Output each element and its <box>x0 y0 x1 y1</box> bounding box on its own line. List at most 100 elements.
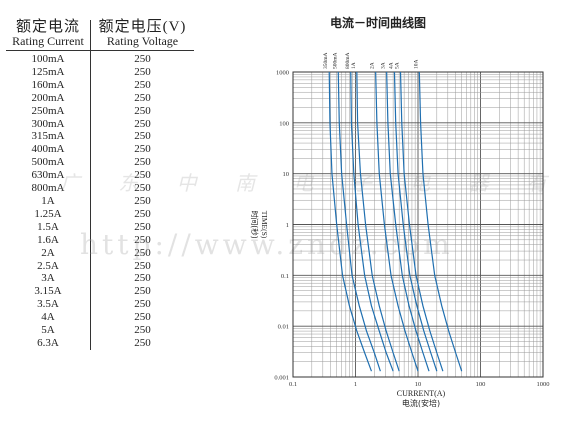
table-row: 200mA 250 <box>6 91 194 105</box>
y-tick-label: 0.01 <box>278 324 289 331</box>
table-row: 2A 250 <box>6 246 194 260</box>
header-current: 额定电流 Rating Current <box>6 19 92 51</box>
rating-voltage-cell: 250 <box>134 117 151 130</box>
rating-voltage-cell: 250 <box>134 104 151 117</box>
x-tick-label: 0.1 <box>289 381 297 388</box>
curve-series <box>356 71 400 372</box>
y-axis-label: TIME(S) <box>260 211 269 239</box>
rating-voltage-cell: 250 <box>134 182 151 195</box>
rating-current-cell: 2.5A <box>6 259 92 273</box>
rating-current-cell: 800mA <box>6 182 92 195</box>
table-row: 1.25A 250 <box>6 207 194 221</box>
curve-series <box>399 71 444 372</box>
rating-current-cell: 3.15A <box>6 285 92 299</box>
x-tick-label: 1000 <box>537 381 550 388</box>
series-label: 10A <box>413 60 419 70</box>
table-row: 315mA 250 <box>6 130 194 144</box>
y-tick-label: 10 <box>283 171 290 178</box>
rating-voltage-cell: 250 <box>134 169 151 182</box>
series-label: 350mA <box>323 52 329 69</box>
table-header-row: 额定电流 Rating Current 额定电压(V) Rating Volta… <box>6 20 194 51</box>
table-row: 160mA 250 <box>6 78 194 92</box>
header-current-zh: 额定电流 <box>16 19 81 35</box>
rating-voltage-cell: 250 <box>134 336 151 349</box>
rating-voltage-cell: 250 <box>134 156 151 169</box>
table-row: 1.6A 250 <box>6 233 194 247</box>
rating-voltage-cell: 250 <box>134 246 151 259</box>
rating-voltage-cell: 250 <box>134 324 151 337</box>
rating-current-cell: 300mA <box>6 117 92 131</box>
rating-current-cell: 1A <box>6 194 92 208</box>
rating-current-cell: 160mA <box>6 78 92 92</box>
rating-current-cell: 100mA <box>6 50 92 66</box>
table-row: 300mA 250 <box>6 117 194 131</box>
rating-current-cell: 3.5A <box>6 298 92 312</box>
table-row: 100mA 250 <box>6 50 194 66</box>
table-row: 4A 250 <box>6 311 194 325</box>
rating-table: 额定电流 Rating Current 额定电压(V) Rating Volta… <box>6 20 194 350</box>
x-axis-label-zh: 电流(安培) <box>402 398 440 408</box>
rating-voltage-cell: 250 <box>134 298 151 311</box>
table-row: 500mA 250 <box>6 156 194 170</box>
rating-voltage-cell: 250 <box>134 53 151 65</box>
table-row: 400mA 250 <box>6 143 194 157</box>
rating-voltage-cell: 250 <box>134 143 151 156</box>
rating-voltage-cell: 250 <box>134 78 151 91</box>
y-axis-label-zh: 时间(秒) <box>250 210 260 238</box>
curve-series <box>375 71 419 372</box>
table-row: 1.5A 250 <box>6 220 194 234</box>
rating-voltage-cell: 250 <box>134 207 151 220</box>
header-voltage: 额定电压(V) Rating Voltage <box>90 19 194 51</box>
curve-series <box>337 71 381 372</box>
rating-voltage-cell: 250 <box>134 91 151 104</box>
rating-voltage-cell: 250 <box>134 285 151 298</box>
rating-voltage-cell: 250 <box>134 65 151 78</box>
table-row: 6.3A 250 <box>6 336 194 350</box>
rating-current-cell: 5A <box>6 324 92 337</box>
series-label: 800mA <box>345 52 351 69</box>
plot-frame <box>292 71 544 378</box>
rating-current-cell: 1.25A <box>6 207 92 221</box>
curve-series <box>328 71 373 372</box>
curve-series <box>386 71 430 372</box>
rating-voltage-cell: 250 <box>134 220 151 233</box>
series-label: 2A <box>370 62 376 69</box>
table-row: 125mA 250 <box>6 65 194 79</box>
curve-series <box>393 71 438 372</box>
y-tick-label: 1 <box>286 222 289 229</box>
series-label: 3A <box>381 62 387 69</box>
rating-current-cell: 500mA <box>6 156 92 170</box>
table-row: 630mA 250 <box>6 169 194 183</box>
series-label: 500mA <box>332 52 338 69</box>
x-axis-label: CURRENT(A) <box>397 389 446 398</box>
header-current-en: Rating Current <box>12 34 84 48</box>
rating-voltage-cell: 250 <box>134 130 151 143</box>
x-tick-label: 1 <box>354 381 357 388</box>
table-row: 3.15A 250 <box>6 285 194 299</box>
y-tick-label: 0.1 <box>281 273 289 280</box>
rating-current-cell: 250mA <box>6 104 92 118</box>
chart-title: 电流－时间曲线图 <box>330 16 427 30</box>
rating-voltage-cell: 250 <box>134 272 151 285</box>
table-row: 5A 250 <box>6 324 194 337</box>
rating-current-cell: 315mA <box>6 130 92 144</box>
table-body: 100mA 250 125mA 250 160mA 250 200mA 250 250mA 250… <box>6 50 194 350</box>
header-voltage-en: Rating Voltage <box>106 34 179 48</box>
y-tick-label: 0.001 <box>274 375 289 382</box>
curve-series <box>418 71 463 372</box>
rating-current-cell: 200mA <box>6 91 92 105</box>
y-tick-label: 100 <box>279 120 289 127</box>
table-row: 2.5A 250 <box>6 259 194 273</box>
rating-voltage-cell: 250 <box>134 311 151 324</box>
rating-voltage-cell: 250 <box>134 194 151 207</box>
header-voltage-zh: 额定电压(V) <box>98 19 187 35</box>
table-row: 3.5A 250 <box>6 298 194 312</box>
curve-series <box>350 71 394 372</box>
rating-current-cell: 6.3A <box>6 336 92 350</box>
rating-current-cell: 3A <box>6 272 92 286</box>
x-tick-label: 10 <box>415 381 422 388</box>
table-row: 250mA 250 <box>6 104 194 118</box>
rating-current-cell: 4A <box>6 311 92 325</box>
rating-current-cell: 1.5A <box>6 220 92 234</box>
